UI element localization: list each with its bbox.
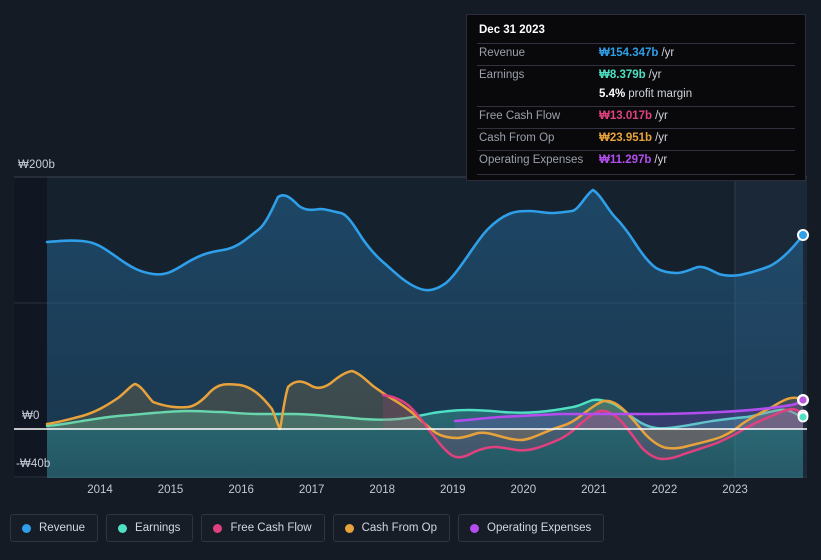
- legend-item-earnings[interactable]: Earnings: [106, 514, 194, 542]
- tooltip-row-suffix: /yr: [655, 132, 668, 144]
- legend-color-dot: [213, 523, 223, 533]
- tooltip-row-key: Operating Expenses: [479, 154, 584, 166]
- legend-item-revenue[interactable]: Revenue: [10, 514, 99, 542]
- legend-item-label: Cash From Op: [361, 522, 438, 534]
- tooltip-row-value: ₩23.951b: [599, 132, 653, 144]
- series-line-free-cash-flow: [381, 393, 805, 461]
- legend-item-operating-expenses[interactable]: Operating Expenses: [458, 514, 605, 542]
- x-axis-label-2020: 2020: [510, 484, 537, 496]
- tooltip-row: Operating Expenses ₩11.297b/yr: [477, 150, 795, 172]
- series-area-earnings: [47, 399, 803, 478]
- tooltip-row-key: Earnings: [479, 69, 525, 81]
- x-axis-label-2021: 2021: [581, 484, 607, 496]
- tooltip-row: Cash From Op ₩23.951b/yr: [477, 128, 795, 150]
- tooltip-row-key: Cash From Op: [479, 132, 555, 144]
- x-axis-label-2017: 2017: [298, 484, 325, 496]
- tooltip-row-suffix: /yr: [655, 110, 668, 122]
- legend-color-dot: [118, 523, 128, 533]
- y-axis-label-negative: -₩40b: [16, 458, 51, 470]
- tooltip-row-suffix: /yr: [654, 154, 668, 166]
- legend-item-label: Operating Expenses: [487, 522, 592, 534]
- y-axis-label-zero: ₩0: [22, 410, 40, 422]
- legend-item-label: Earnings: [135, 522, 181, 534]
- endpoint-markers: [797, 229, 809, 423]
- plot-area[interactable]: [0, 0, 821, 500]
- tooltip-row: 5.4% profit margin: [477, 87, 795, 106]
- x-axis: 2014 2015 2016 2017 2018 2019 2020 2021 2022 2023: [0, 484, 821, 500]
- y-axis-label-top: ₩200b: [18, 159, 55, 171]
- series-area-cash-from-op: [47, 371, 803, 449]
- x-axis-label-2018: 2018: [369, 484, 396, 496]
- tooltip-row: Revenue ₩154.347b/yr: [477, 43, 795, 65]
- tooltip-row: Free Cash Flow ₩13.017b/yr: [477, 106, 795, 128]
- x-axis-label-2023: 2023: [722, 484, 748, 496]
- x-axis-label-2016: 2016: [228, 484, 254, 496]
- tooltip-row-suffix: /yr: [661, 47, 675, 59]
- tooltip-row-value: ₩13.017b: [599, 110, 653, 122]
- x-axis-label-2019: 2019: [439, 484, 466, 496]
- chart-legend[interactable]: Revenue Earnings Free Cash Flow Cash From O…: [10, 514, 605, 542]
- x-axis-label-2015: 2015: [157, 484, 184, 496]
- legend-item-cash-from-op[interactable]: Cash From Op: [332, 514, 451, 542]
- legend-color-dot: [22, 523, 31, 533]
- tooltip-rows: Revenue ₩154.347b/yr Earnings ₩8.379b/yr 5.4…: [477, 43, 795, 172]
- tooltip-row-value: ₩11.297b: [599, 154, 652, 166]
- legend-color-dot: [470, 523, 480, 533]
- legend-color-dot: [344, 523, 354, 533]
- tooltip-row-value: ₩154.347b: [599, 47, 659, 59]
- series-line-revenue: [45, 188, 805, 292]
- tooltip-row-value: ₩8.379b: [599, 69, 646, 81]
- legend-item-label: Revenue: [39, 522, 86, 534]
- series-line-operating-expenses: [453, 398, 805, 423]
- tooltip-bottom-rule: [477, 174, 795, 175]
- tooltip-row-value: 5.4%: [599, 88, 626, 100]
- tooltip-row-key: Free Cash Flow: [479, 110, 561, 122]
- tooltip-row-key: Revenue: [479, 47, 526, 59]
- data-tooltip: Dec 31 2023 Revenue ₩154.347b/yr Earnings ₩…: [466, 14, 806, 181]
- tooltip-row: Earnings ₩8.379b/yr: [477, 65, 795, 87]
- tooltip-date: Dec 31 2023: [479, 24, 545, 36]
- tooltip-row-suffix: /yr: [648, 69, 662, 81]
- legend-item-free-cash-flow[interactable]: Free Cash Flow: [201, 514, 325, 542]
- x-axis-label-2022: 2022: [651, 484, 678, 496]
- x-axis-label-2014: 2014: [87, 484, 113, 496]
- series-line-earnings: [45, 398, 805, 430]
- tooltip-row-suffix: profit margin: [628, 88, 693, 100]
- legend-item-label: Free Cash Flow: [230, 522, 312, 534]
